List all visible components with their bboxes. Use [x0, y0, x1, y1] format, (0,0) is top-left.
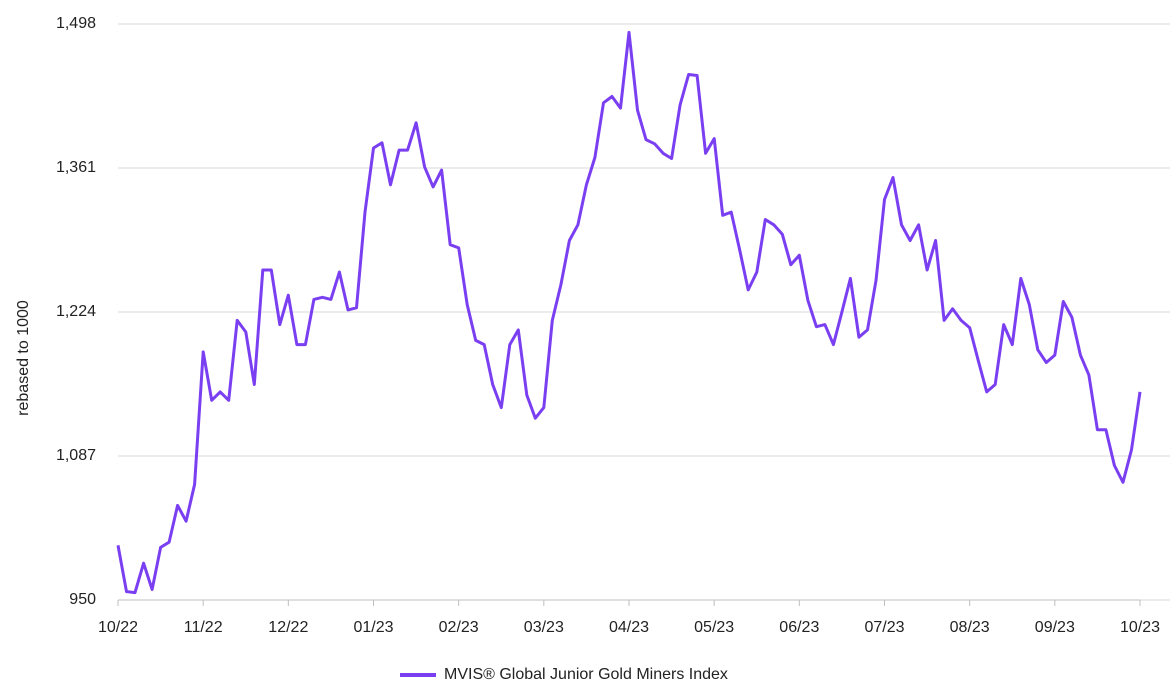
- data-line: [116, 30, 1142, 595]
- x-tick-label: 06/23: [779, 619, 819, 636]
- x-tick-label: 07/23: [864, 619, 904, 636]
- x-tick-label: 01/23: [353, 619, 393, 636]
- x-tick-label: 03/23: [524, 619, 564, 636]
- y-tick-label: 950: [69, 591, 96, 608]
- x-tick-label: 10/23: [1120, 619, 1160, 636]
- y-tick-label: 1,224: [56, 303, 96, 320]
- x-tick-label: 02/23: [439, 619, 479, 636]
- x-tick-label: 08/23: [950, 619, 990, 636]
- x-tick-label: 11/22: [184, 619, 223, 636]
- x-tick-label: 09/23: [1035, 619, 1075, 636]
- x-tick-label: 12/22: [268, 619, 308, 636]
- y-tick-label: 1,361: [56, 159, 96, 176]
- x-tick-label: 10/22: [98, 619, 138, 636]
- x-tick-label: 04/23: [609, 619, 649, 636]
- y-axis-label: rebased to 1000: [15, 300, 32, 416]
- y-tick-label: 1,087: [56, 447, 96, 464]
- x-tick-label: 05/23: [694, 619, 734, 636]
- legend-label: MVIS® Global Junior Gold Miners Index: [444, 666, 728, 683]
- y-tick-label: 1,498: [56, 15, 96, 32]
